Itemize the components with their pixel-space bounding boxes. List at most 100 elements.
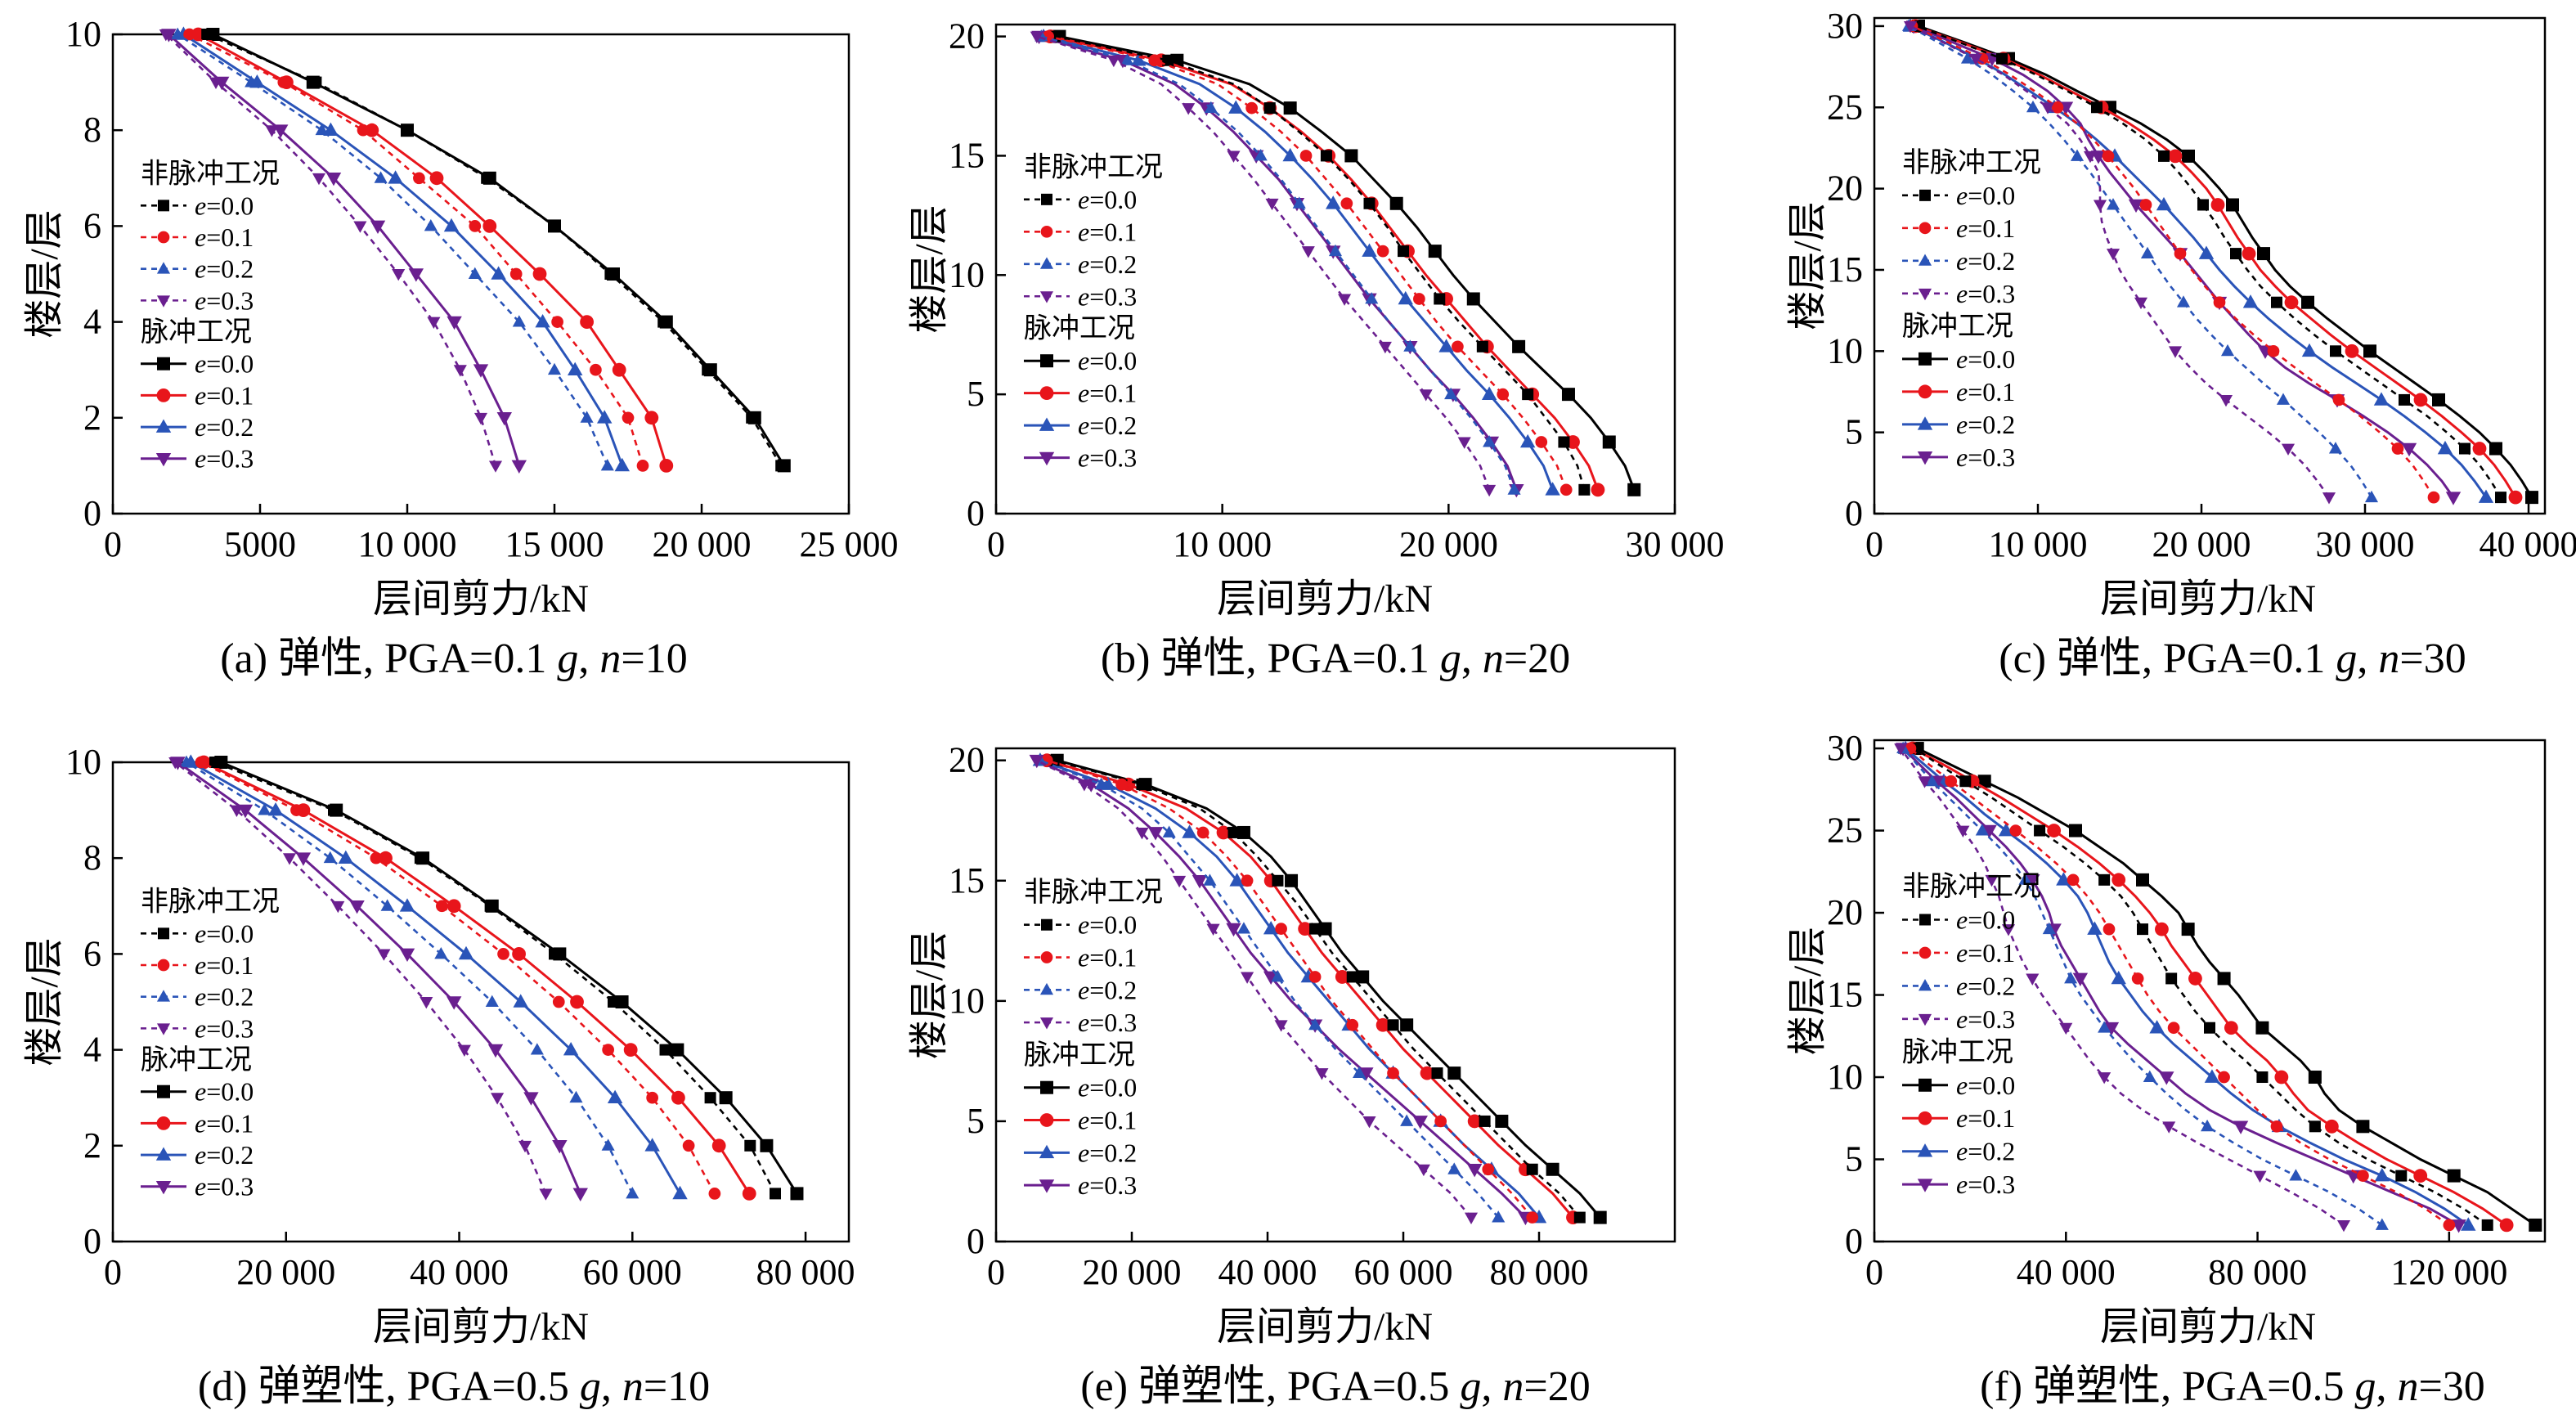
x-tick-label: 60 000 [1354, 1252, 1453, 1292]
data-point [570, 995, 584, 1009]
data-point [1030, 755, 1043, 768]
data-point [443, 218, 460, 232]
data-point [2167, 1022, 2180, 1035]
data-point [532, 267, 547, 281]
data-point [447, 316, 462, 330]
data-point [1434, 1115, 1447, 1128]
data-point [159, 29, 173, 42]
legend-label-non-pulse: e=0.3 [1956, 1004, 2015, 1034]
data-point [357, 123, 370, 137]
legend-label-pulse: e=0.1 [1078, 1106, 1137, 1135]
data-point [1413, 293, 1425, 305]
panel-caption: (a) 弹性, PGA=0.1 g, n=10 [220, 635, 687, 682]
data-point [2437, 440, 2453, 455]
non-pulse-series-line-e1 [200, 761, 716, 1195]
data-point [258, 803, 272, 815]
data-point [1403, 339, 1417, 352]
data-point [295, 852, 312, 866]
data-point [1466, 292, 1480, 306]
legend-marker [155, 419, 172, 433]
non-pulse-series-line-e2 [1908, 25, 2373, 498]
data-point [2363, 344, 2376, 358]
data-point [2213, 296, 2226, 309]
x-tick-label: 30 000 [1626, 524, 1725, 564]
data-point [277, 76, 290, 88]
legend-label-pulse: e=0.3 [1956, 442, 2015, 472]
data-point [2255, 1021, 2269, 1035]
data-point [2274, 1070, 2289, 1084]
y-tick-label: 4 [83, 302, 101, 342]
legend-label-non-pulse: e=0.1 [1078, 217, 1137, 246]
pulse-series-line-e3 [177, 761, 582, 1194]
legend-label-non-pulse: e=0.0 [1956, 905, 2015, 934]
data-point [2098, 1021, 2112, 1033]
x-axis-title: 层间剪力/kN [1217, 577, 1433, 621]
data-point [267, 802, 284, 816]
data-point [179, 755, 194, 767]
data-point [1338, 294, 1352, 306]
data-point [402, 124, 413, 137]
data-point [380, 899, 394, 911]
data-point [2256, 1071, 2269, 1084]
data-point [1985, 874, 1999, 887]
non-pulse-series-line-e0 [1914, 747, 2488, 1226]
data-point [549, 220, 560, 232]
legend-marker [1918, 1013, 1932, 1026]
data-point [429, 171, 444, 186]
data-point [2308, 1071, 2322, 1084]
data-point [2447, 1169, 2461, 1183]
data-point [209, 757, 221, 768]
data-point [644, 1138, 660, 1152]
data-point [2525, 491, 2538, 505]
data-point [1241, 874, 1254, 887]
plot-frame [1873, 739, 2547, 1243]
legend-marker [156, 262, 171, 274]
data-point [1444, 387, 1458, 400]
data-point [171, 27, 185, 39]
data-point [1196, 826, 1209, 839]
data-point [2413, 1169, 2428, 1183]
data-point [1298, 922, 1313, 936]
data-point [1398, 290, 1413, 305]
data-point [2242, 294, 2259, 308]
legend-title-pulse: 脉冲工况 [1902, 311, 2013, 342]
data-point [1447, 1162, 1461, 1174]
data-point [1400, 1114, 1414, 1126]
data-point [2165, 972, 2178, 985]
legend-marker [1039, 1179, 1055, 1193]
data-point [719, 1091, 733, 1105]
data-point [497, 948, 509, 960]
data-point [2059, 1022, 2073, 1035]
legend-marker [1918, 384, 1932, 399]
data-point [2478, 489, 2494, 503]
data-point [1282, 147, 1298, 162]
data-point [512, 947, 526, 961]
y-tick-label: 6 [83, 205, 101, 245]
x-tick-label: 0 [1865, 524, 1883, 564]
panel-f: 0 40 000 80 000 120 000 0 5 10 15 20 25 30 层间剪力/kN 楼… [1786, 728, 2547, 1410]
data-point [2168, 346, 2183, 358]
legend-title-non-pulse: 非脉冲工况 [141, 887, 280, 918]
data-point [1162, 54, 1174, 66]
x-tick-label: 10 000 [1989, 524, 2088, 564]
legend-label-pulse: e=0.0 [1956, 1071, 2015, 1100]
data-point [1476, 340, 1488, 353]
legend-marker [1039, 982, 1054, 995]
y-tick-label: 30 [1827, 728, 1863, 768]
legend-label-non-pulse: e=0.2 [1956, 246, 2015, 276]
legend-label-non-pulse: e=0.1 [1956, 938, 2015, 968]
legend-label-pulse: e=0.2 [1078, 411, 1137, 440]
legend-label-pulse: e=0.3 [1078, 443, 1137, 473]
data-point [1030, 31, 1043, 43]
x-tick-label: 0 [1865, 1252, 1883, 1292]
data-point [2204, 1069, 2220, 1083]
pulse-series-line-e1 [197, 33, 668, 466]
data-point [1535, 436, 1548, 448]
data-point [469, 220, 482, 232]
data-point [2156, 196, 2172, 211]
data-point [1271, 970, 1285, 982]
panel-caption: (c) 弹性, PGA=0.1 g, n=30 [1999, 635, 2466, 682]
legend-label-pulse: e=0.1 [195, 1108, 254, 1138]
x-tick-label: 80 000 [756, 1252, 855, 1292]
data-point [496, 412, 512, 426]
